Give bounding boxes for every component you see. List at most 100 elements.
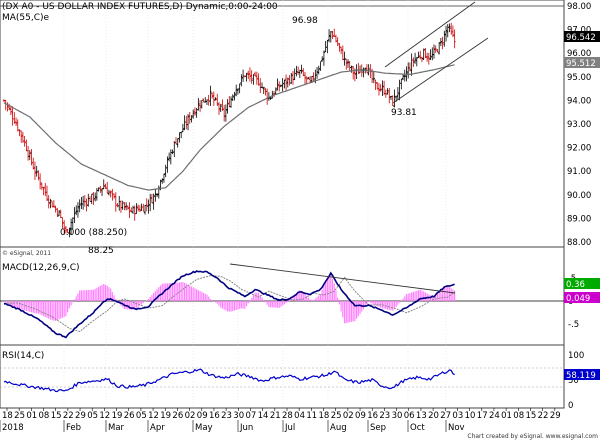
signal-value: 0.049 <box>566 294 590 304</box>
macd-signal-line <box>4 275 455 333</box>
month-label: Aug <box>330 423 347 433</box>
day-label: 07 <box>245 411 256 421</box>
day-label: 06 <box>404 411 415 421</box>
day-label: 26 <box>124 411 135 421</box>
day-label: 29 <box>550 411 561 421</box>
day-label: 02 <box>185 411 196 421</box>
month-label: Apr <box>150 423 165 433</box>
rsi-value: 58.119 <box>566 371 596 381</box>
day-label: 08 <box>513 411 524 421</box>
price-tick-label: 90.00 <box>567 191 591 201</box>
copyright: © eSignal, 2011 <box>2 250 51 257</box>
macd-value-box <box>564 278 600 289</box>
day-label: 09 <box>355 411 366 421</box>
day-label: 03 <box>452 411 463 421</box>
price-tick-label: 91.00 <box>567 167 591 177</box>
channel-lower-line <box>392 37 489 104</box>
day-label: 16 <box>209 411 220 421</box>
last-price-value: 96.542 <box>566 33 596 43</box>
day-label: 17 <box>477 411 488 421</box>
month-label: Jul <box>284 423 295 433</box>
price-tick-label: 93.00 <box>567 120 591 130</box>
price-axis: 98.00 97.00 96.00 95.00 94.00 93.00 92.00 91.00… <box>567 2 591 248</box>
day-label: 05 <box>136 411 147 421</box>
macd-legend: MACD(12,26,9,C) <box>2 263 80 273</box>
price-tick-label: 96.00 <box>567 49 591 59</box>
day-label: 14 <box>258 411 269 421</box>
day-label: 30 <box>392 411 403 421</box>
month-label: Jun <box>239 423 253 433</box>
month-label: 2018 <box>2 423 24 433</box>
day-label: 19 <box>112 411 123 421</box>
date-axis-days: 18 25 01 08 15 22 29 05 12 19 26 05 12 19 26 02 09 16 23 30… <box>2 408 561 421</box>
day-label: 08 <box>39 411 50 421</box>
macd-tick-label: -.5 <box>568 320 579 330</box>
chart-title: (DX A0 - US DOLLAR INDEX FUTURES,D) Dyna… <box>2 2 278 12</box>
day-label: 25 <box>14 411 25 421</box>
day-label: 23 <box>221 411 232 421</box>
fib-zero-annotation: 0.000 (88.250) <box>60 228 127 238</box>
day-label: 25 <box>331 411 342 421</box>
day-label: 15 <box>51 411 62 421</box>
day-label: 22 <box>538 411 549 421</box>
macd-trend-line <box>229 263 456 294</box>
ma-value-box <box>564 57 600 68</box>
macd-line <box>3 270 455 339</box>
channel-upper-line <box>384 1 476 68</box>
rsi-tick-label: 0 <box>568 401 573 411</box>
grid <box>63 0 447 408</box>
day-label: 01 <box>501 411 512 421</box>
day-label: 09 <box>197 411 208 421</box>
price-tick-label: 98.00 <box>567 2 591 12</box>
day-label: 02 <box>343 411 354 421</box>
month-label: Sep <box>370 423 386 433</box>
day-label: 27 <box>440 411 451 421</box>
month-label: Oct <box>410 423 425 433</box>
day-label: 01 <box>26 411 37 421</box>
day-label: 13 <box>416 411 427 421</box>
low-2018-annotation: 88.25 <box>88 246 114 256</box>
recent-low-annotation: 93.81 <box>391 108 417 118</box>
day-label: 18 <box>2 411 13 421</box>
ma-line <box>3 64 455 191</box>
day-label: 29 <box>75 411 86 421</box>
candles <box>2 22 456 238</box>
day-label: 10 <box>465 411 476 421</box>
day-label: 24 <box>489 411 500 421</box>
rsi-tick-label: 100 <box>568 351 584 361</box>
ma-value: 95.512 <box>566 59 596 69</box>
day-label: 28 <box>282 411 293 421</box>
day-label: 05 <box>87 411 98 421</box>
rsi-tick-label: 50 <box>568 376 579 386</box>
price-panel <box>0 0 565 248</box>
day-label: 04 <box>294 411 305 421</box>
day-label: 22 <box>63 411 74 421</box>
month-label: Feb <box>66 423 81 433</box>
high-annotation: 96.98 <box>292 16 318 26</box>
day-label: 12 <box>99 411 110 421</box>
day-label: 18 <box>319 411 330 421</box>
price-tick-label: 88.00 <box>567 238 591 248</box>
date-axis-months: 2018 Feb Mar Apr May Jun Jul Aug Sep Oct Nov <box>0 420 465 433</box>
rsi-value-box <box>564 369 600 380</box>
day-label: 30 <box>233 411 244 421</box>
ma-legend: MA(55,C)e <box>2 13 50 23</box>
day-label: 15 <box>525 411 536 421</box>
price-tick-label: 95.00 <box>567 73 591 83</box>
day-label: 23 <box>379 411 390 421</box>
rsi-legend: RSI(14,C) <box>2 351 44 361</box>
price-tick-label: 92.00 <box>567 144 591 154</box>
day-label: 19 <box>160 411 171 421</box>
day-label: 26 <box>172 411 183 421</box>
last-price-box <box>564 31 600 42</box>
price-tick-label: 97.00 <box>567 26 591 36</box>
day-label: 12 <box>148 411 159 421</box>
signal-value-box <box>564 292 600 303</box>
footer-credit: Chart created by eSignal. www.esignal.co… <box>467 433 598 440</box>
price-tick-label: 94.00 <box>567 96 591 106</box>
month-label: Mar <box>108 423 125 433</box>
day-label: 16 <box>367 411 378 421</box>
month-label: Nov <box>448 423 465 433</box>
rsi-line <box>3 368 455 393</box>
